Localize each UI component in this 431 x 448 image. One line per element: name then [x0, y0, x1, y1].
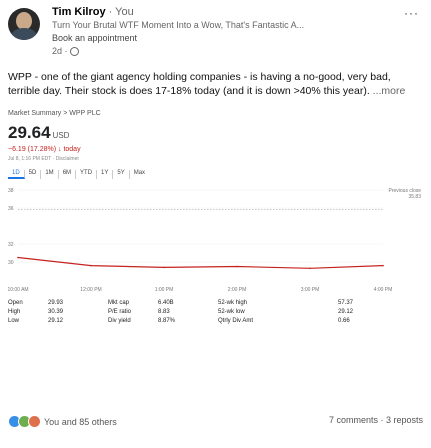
- post-header: Tim Kilroy · You Turn Your Brutal WTF Mo…: [8, 6, 423, 66]
- stats-row: Open 29.93 Mkt cap 6.40B 52-wk high 57.37: [8, 300, 423, 309]
- range-tabs: 1D 5D 1M 6M YTD 1Y 5Y Max: [8, 170, 149, 179]
- stats-row: Low 29.12 Div yield 8.87% Qtrly Div Amt 0.66: [8, 318, 423, 327]
- stat-value: 29.12: [48, 318, 64, 324]
- stat-value: 0.66: [338, 318, 350, 324]
- reactions-count: You and 85 others: [44, 416, 117, 427]
- price-point: [17, 256, 19, 259]
- more-options-icon[interactable]: ···: [404, 6, 419, 20]
- x-tick-label: 2:00 PM: [228, 287, 247, 293]
- range-tab-5y[interactable]: 5Y: [113, 170, 130, 179]
- price-currency: USD: [52, 131, 70, 140]
- stat-value: 8.83: [158, 309, 170, 315]
- author-name-line: Tim Kilroy · You: [52, 6, 134, 18]
- stat-value: 29.93: [48, 300, 64, 306]
- x-tick-label: 10:00 AM: [8, 287, 29, 293]
- post-meta: 2d ·: [52, 46, 79, 56]
- stock-card-image[interactable]: Market Summary > WPP PLC 29.64 USD −6.19 …: [8, 110, 423, 398]
- stat-value: 57.37: [338, 300, 354, 306]
- love-icon: [28, 415, 41, 428]
- comments-reposts-count[interactable]: 7 comments · 3 reposts: [328, 415, 423, 425]
- price-chart: 38 36 32 30 10:00 AM 12:00 PM 1:00 PM 2:00 PM 3:…: [8, 188, 393, 293]
- y-tick-label: 38: [8, 188, 14, 194]
- range-tab-max[interactable]: Max: [133, 170, 146, 176]
- market-breadcrumb: Market Summary > WPP PLC: [8, 110, 101, 117]
- stat-label: High: [8, 309, 21, 315]
- stat-label: Qtrly Div Amt: [218, 318, 254, 324]
- post-text: WPP - one of the giant agency holding co…: [8, 70, 423, 98]
- stock-price: 29.64 USD: [8, 123, 69, 143]
- price-point: [382, 264, 384, 267]
- author-name[interactable]: Tim Kilroy: [52, 6, 106, 18]
- previous-close-label: Previous close: [388, 188, 421, 194]
- price-change: −6.19 (17.28%) ↓ today: [8, 146, 81, 153]
- stat-label: 52-wk high: [218, 300, 248, 306]
- y-tick-label: 36: [8, 206, 14, 212]
- range-tab-ytd[interactable]: YTD: [76, 170, 98, 179]
- price-point: [90, 264, 92, 267]
- x-tick-label: 3:00 PM: [301, 287, 320, 293]
- book-appointment-link[interactable]: Book an appointment: [52, 33, 138, 43]
- globe-icon: [69, 46, 79, 56]
- stat-value: 30.39: [48, 309, 64, 315]
- range-tab-1m[interactable]: 1M: [41, 170, 59, 179]
- range-tab-1d[interactable]: 1D: [8, 170, 25, 179]
- social-bar: You and 85 others 7 comments · 3 reposts: [8, 415, 423, 431]
- stat-label: 52-wk low: [218, 309, 245, 315]
- stat-value: 29.12: [338, 309, 354, 315]
- price-value: 29.64: [8, 123, 51, 142]
- price-point: [236, 265, 238, 268]
- stat-value: 6.40B: [158, 300, 174, 306]
- price-footnote: Jul 8, 1:16 PM EDT · Disclaimer: [8, 156, 80, 162]
- stat-label: P/E ratio: [108, 309, 132, 315]
- previous-close-value: 35.83: [408, 194, 421, 200]
- post-time: 2d ·: [52, 46, 68, 56]
- stat-label: Div yield: [108, 318, 131, 324]
- price-point: [309, 267, 311, 270]
- range-tab-6m[interactable]: 6M: [59, 170, 77, 179]
- price-series-line: [17, 256, 384, 269]
- stat-value: 8.87%: [158, 318, 176, 324]
- range-tab-5d[interactable]: 5D: [25, 170, 42, 179]
- x-tick-label: 12:00 PM: [80, 287, 101, 293]
- price-point: [163, 266, 165, 269]
- avatar[interactable]: [8, 8, 40, 40]
- author-headline: Turn Your Brutal WTF Moment Into a Wow, …: [52, 20, 305, 30]
- range-tab-1y[interactable]: 1Y: [97, 170, 114, 179]
- previous-close: Previous close 35.83: [388, 188, 421, 200]
- reactions[interactable]: You and 85 others: [8, 415, 117, 428]
- x-tick-label: 1:00 PM: [155, 287, 174, 293]
- stat-label: Open: [8, 300, 23, 306]
- stat-label: Mkt cap: [108, 300, 130, 306]
- y-tick-label: 32: [8, 242, 14, 248]
- y-tick-label: 30: [8, 260, 14, 266]
- connection-degree: · You: [108, 6, 134, 18]
- see-more-link[interactable]: ...more: [372, 85, 406, 97]
- stat-label: Low: [8, 318, 20, 324]
- x-tick-label: 4:00 PM: [374, 287, 393, 293]
- stats-row: High 30.39 P/E ratio 8.83 52-wk low 29.12: [8, 309, 423, 318]
- post-body: WPP - one of the giant agency holding co…: [8, 71, 391, 97]
